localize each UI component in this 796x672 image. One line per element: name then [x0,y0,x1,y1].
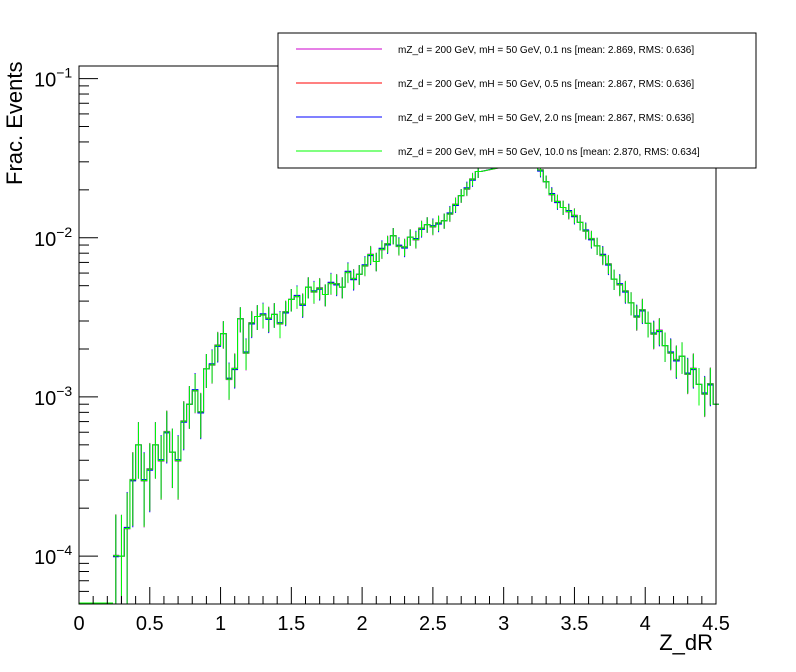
series-line [112,159,719,558]
legend: mZ_d = 200 GeV, mH = 50 GeV, 0.1 ns [mea… [277,32,757,169]
x-tick-label: 1.5 [277,613,305,635]
x-tick-label: 4.5 [702,613,730,635]
x-tick-label: 0 [73,613,84,635]
x-tick-label: 2.5 [419,613,447,635]
x-tick-label: 2 [357,613,368,635]
legend-label: mZ_d = 200 GeV, mH = 50 GeV, 2.0 ns [mea… [398,113,694,124]
series-line [112,160,719,557]
y-axis-title: Frac. Events [2,62,27,185]
x-axis-title: Z_dR [659,630,713,655]
y-tick-label: 10−1 [34,65,72,92]
x-tick-label: 3 [498,613,509,635]
legend-label: mZ_d = 200 GeV, mH = 50 GeV, 10.0 ns [me… [398,147,700,158]
legend-label: mZ_d = 200 GeV, mH = 50 GeV, 0.5 ns [mea… [398,79,694,90]
series-line [112,160,719,557]
series-0 [79,155,719,604]
x-tick-label: 3.5 [561,613,589,635]
x-tick-label: 1 [215,613,226,635]
series-2 [79,154,719,604]
y-tick-label: 10−4 [34,542,72,569]
data-layer [79,154,719,604]
series-1 [79,155,719,604]
x-tick-label: 4 [640,613,651,635]
legend-label: mZ_d = 200 GeV, mH = 50 GeV, 0.1 ns [mea… [398,45,694,56]
x-tick-label: 0.5 [136,613,164,635]
y-tick-label: 10−3 [34,383,72,410]
y-tick-label: 10−2 [34,224,72,251]
legend-box [277,32,757,169]
series-line [112,161,719,557]
series-3 [79,155,719,604]
x-axis: 0 0.5 1 1.5 2 2.5 3 3.5 4 4.5 [73,587,730,635]
y-axis: 10−4 10−3 10−2 10−1 [34,65,98,605]
